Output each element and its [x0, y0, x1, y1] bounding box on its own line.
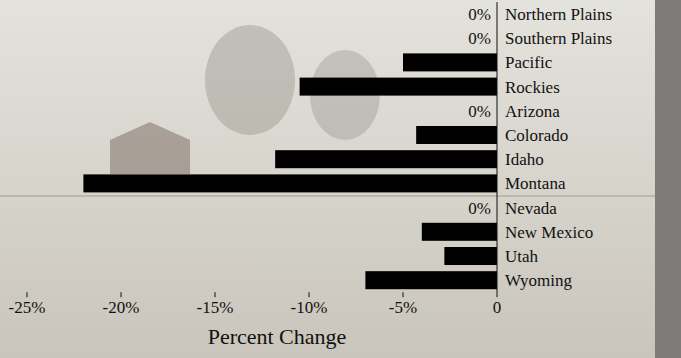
category-label: Wyoming [505, 271, 572, 290]
tick [403, 292, 404, 297]
category-label: Utah [505, 247, 539, 266]
tick-label: 0 [493, 298, 502, 317]
axis-title: Percent Change [208, 324, 347, 349]
data-label: 0% [468, 5, 491, 24]
data-label: 0% [468, 102, 491, 121]
category-label: Idaho [505, 150, 544, 169]
bar [300, 78, 497, 96]
tick [497, 292, 498, 297]
category-label: Pacific [505, 53, 553, 72]
photo-edge [655, 0, 681, 358]
data-label: 0% [468, 29, 491, 48]
tick-label: -25% [9, 298, 46, 317]
tick-label: -20% [103, 298, 140, 317]
tick [215, 292, 216, 297]
category-label: Arizona [505, 102, 560, 121]
bar [403, 53, 497, 71]
category-label: Nevada [505, 199, 557, 218]
barn [110, 122, 190, 174]
tick-label: -5% [389, 298, 417, 317]
tick-label: -15% [197, 298, 234, 317]
category-label: Southern Plains [505, 29, 612, 48]
bar [416, 126, 497, 144]
tick [27, 292, 28, 297]
background [0, 0, 681, 358]
axis-line [497, 2, 498, 292]
tick [121, 292, 122, 297]
category-label: New Mexico [505, 223, 593, 242]
bar [365, 271, 497, 289]
tick [309, 292, 310, 297]
tick-label: -10% [291, 298, 328, 317]
category-label: Northern Plains [505, 5, 612, 24]
horizon [0, 195, 655, 197]
bar [83, 174, 497, 192]
bar [275, 150, 497, 168]
category-label: Montana [505, 174, 566, 193]
chart: -25% -20% -15% -10% -5% 0 Northern Plains South… [0, 0, 681, 358]
bars [83, 53, 497, 289]
category-label: Rockies [505, 78, 560, 97]
category-label: Colorado [505, 126, 568, 145]
bar [444, 247, 497, 265]
photo-decoration [0, 25, 655, 197]
tree [205, 25, 295, 135]
data-label: 0% [468, 199, 491, 218]
bar [422, 223, 497, 241]
